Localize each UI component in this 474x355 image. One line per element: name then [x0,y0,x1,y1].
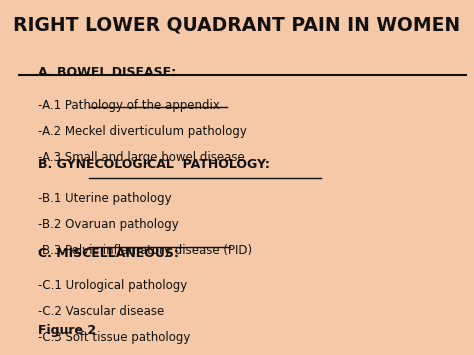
Text: -A.2 Meckel diverticulum pathology: -A.2 Meckel diverticulum pathology [38,125,247,138]
Text: C. MISCELLANEOUS:: C. MISCELLANEOUS: [38,247,179,260]
Text: -A.1 Pathology of the appendix: -A.1 Pathology of the appendix [38,99,220,113]
Text: -A.3 Small and large bowel disease: -A.3 Small and large bowel disease [38,151,245,164]
Text: -B.3 Pelvic inflamatory disease (PID): -B.3 Pelvic inflamatory disease (PID) [38,244,252,257]
Text: Figure 2: Figure 2 [38,324,96,337]
Text: -C.2 Vascular disease: -C.2 Vascular disease [38,305,164,318]
Text: A. BOWEL DISEASE:: A. BOWEL DISEASE: [38,66,176,79]
Text: -B.2 Ovaruan pathology: -B.2 Ovaruan pathology [38,218,179,231]
Text: RIGHT LOWER QUADRANT PAIN IN WOMEN: RIGHT LOWER QUADRANT PAIN IN WOMEN [13,16,461,35]
Text: -B.1 Uterine pathology: -B.1 Uterine pathology [38,192,172,205]
Text: B. GYNECOLOGICAL  PATHOLOGY:: B. GYNECOLOGICAL PATHOLOGY: [38,158,270,171]
Text: -C.3 Soft tissue pathology: -C.3 Soft tissue pathology [38,331,190,344]
Text: -C.1 Urological pathology: -C.1 Urological pathology [38,279,187,292]
